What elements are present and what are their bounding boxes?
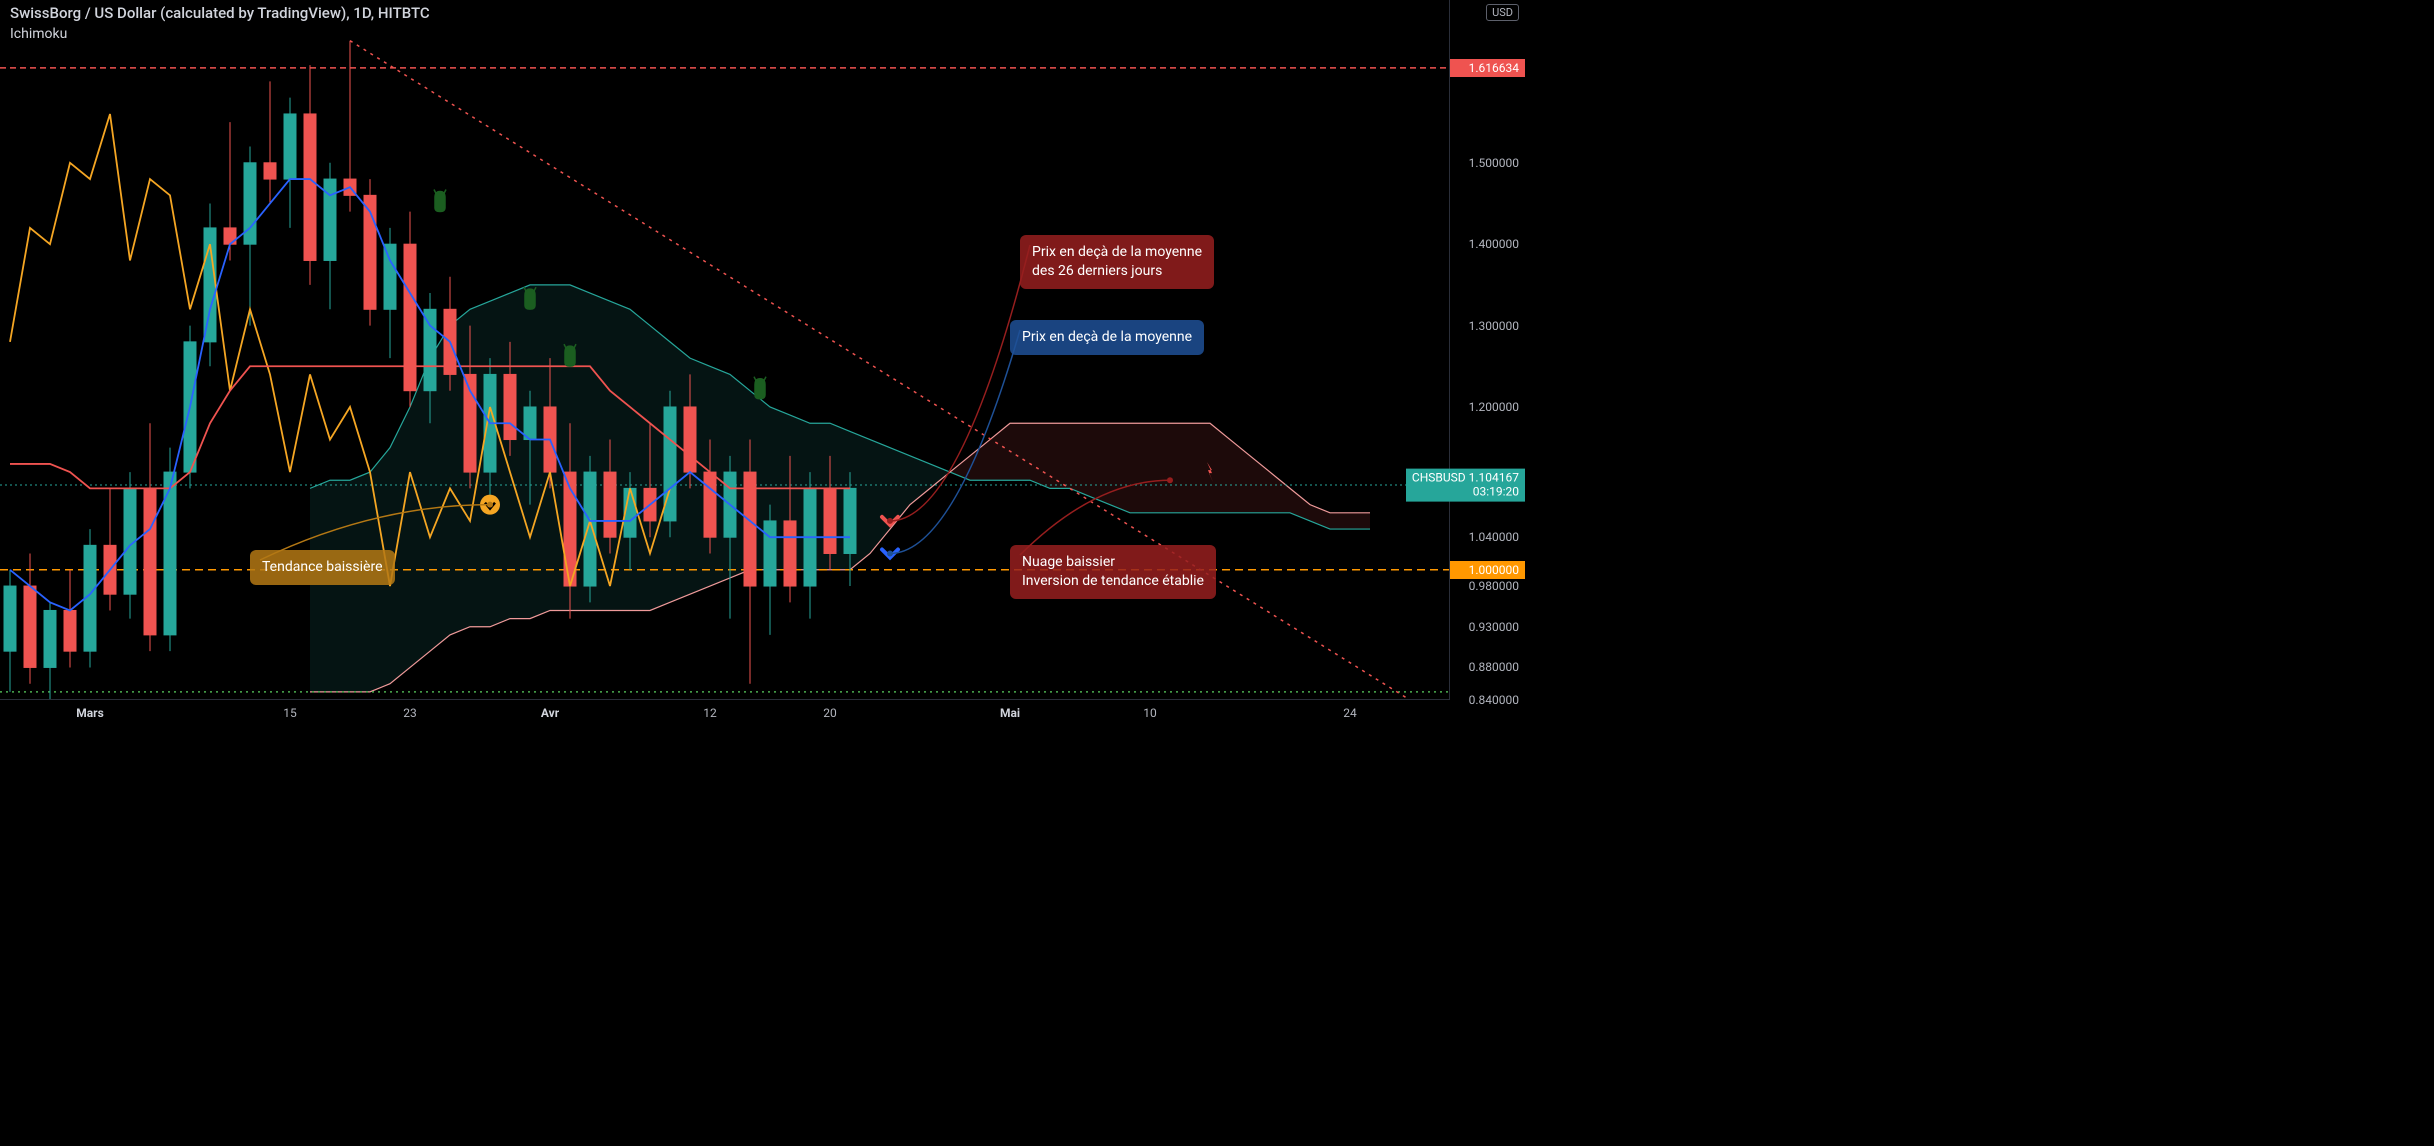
trading-chart[interactable]: SwissBorg / US Dollar (calculated by Tra…: [0, 0, 1525, 724]
price-label: 0.980000: [1469, 579, 1519, 593]
time-label: 10: [1143, 706, 1157, 720]
time-label: Avr: [541, 706, 559, 720]
annotation-callout[interactable]: Tendance baissière: [250, 550, 395, 585]
time-label: 23: [403, 706, 417, 720]
price-label: 1.040000: [1469, 530, 1519, 544]
indicator-name: Ichimoku: [10, 26, 67, 42]
price-label: 1.300000: [1469, 319, 1519, 333]
annotation-callout[interactable]: Prix en deçà de la moyenne: [1010, 320, 1204, 355]
price-tag[interactable]: 1.616634: [1450, 59, 1525, 77]
chart-canvas[interactable]: [0, 0, 1450, 700]
annotation-callout[interactable]: Nuage baissier Inversion de tendance éta…: [1010, 545, 1216, 599]
price-label: 0.930000: [1469, 620, 1519, 634]
time-label: 12: [703, 706, 717, 720]
price-label: 1.400000: [1469, 237, 1519, 251]
price-tag[interactable]: CHSBUSD 1.10416703:19:20: [1406, 469, 1525, 502]
symbol-title: SwissBorg / US Dollar (calculated by Tra…: [10, 4, 430, 22]
price-label: 0.880000: [1469, 660, 1519, 674]
time-axis[interactable]: Mars 15 23 Avr 12 20 Mai 10 24: [0, 699, 1450, 724]
price-tag[interactable]: 1.000000: [1450, 561, 1525, 579]
price-label: 1.200000: [1469, 400, 1519, 414]
time-label: Mai: [1000, 706, 1020, 720]
price-label: 0.840000: [1469, 693, 1519, 707]
time-label: Mars: [76, 706, 104, 720]
price-axis[interactable]: 1.500000 1.400000 1.300000 1.200000 1.040000…: [1449, 0, 1525, 700]
time-label: 15: [283, 706, 297, 720]
time-label: 24: [1343, 706, 1357, 720]
time-label: 20: [823, 706, 837, 720]
annotation-callout[interactable]: Prix en deçà de la moyenne des 26 dernie…: [1020, 235, 1214, 289]
currency-badge[interactable]: USD: [1486, 4, 1519, 21]
price-label: 1.500000: [1469, 156, 1519, 170]
